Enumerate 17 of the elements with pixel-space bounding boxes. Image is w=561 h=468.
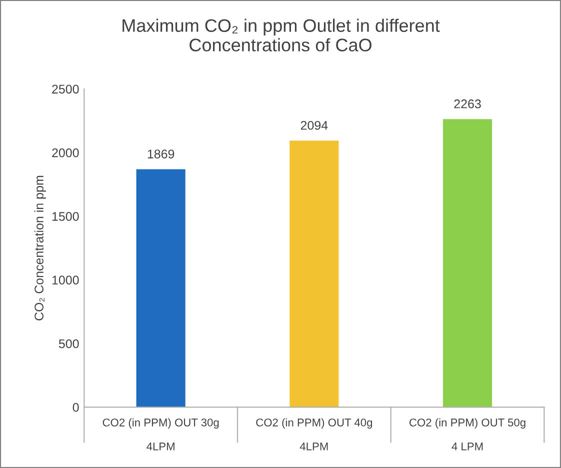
y-tick-label: 1000 xyxy=(52,276,79,285)
category-label: CO2 (in PPM) OUT 40g 4LPM xyxy=(256,418,372,450)
y-tick-label: 1500 xyxy=(52,212,79,221)
chart-title: Maximum CO₂ in ppm Outlet in different Concentrations of CaO xyxy=(122,18,440,52)
y-tick-label: 2000 xyxy=(52,148,79,158)
category-label: CO2 (in PPM) OUT 30g 4LPM xyxy=(102,418,219,450)
category-label: CO2 (in PPM) OUT 50g 4 LPM xyxy=(410,418,526,450)
data-label: 2263 xyxy=(454,99,481,108)
y-tick-label: 0 xyxy=(72,402,79,412)
y-tick-label: 500 xyxy=(58,339,79,348)
y-tick-label: 2500 xyxy=(52,84,79,94)
data-label: 2094 xyxy=(300,120,328,130)
bar xyxy=(136,169,186,408)
y-axis-title: CO₂ Concentration in ppm xyxy=(34,176,46,320)
bar xyxy=(442,119,492,408)
data-label: 1869 xyxy=(148,150,174,158)
bar xyxy=(290,140,339,408)
